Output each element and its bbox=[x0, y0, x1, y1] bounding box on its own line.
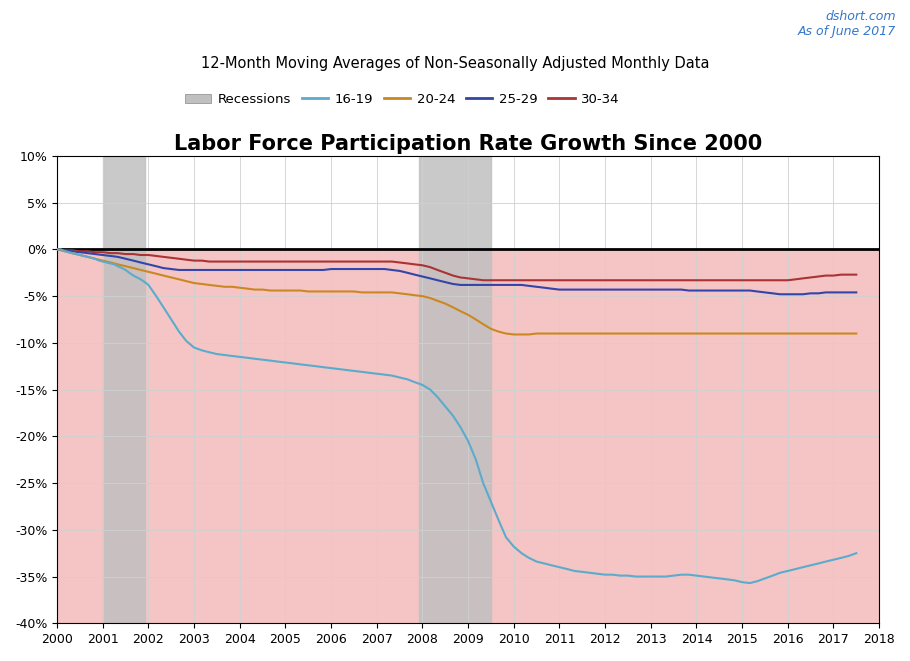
Title: Labor Force Participation Rate Growth Since 2000: Labor Force Participation Rate Growth Si… bbox=[174, 134, 763, 155]
Text: 12-Month Moving Averages of Non-Seasonally Adjusted Monthly Data: 12-Month Moving Averages of Non-Seasonal… bbox=[201, 56, 709, 71]
Text: As of June 2017: As of June 2017 bbox=[798, 25, 896, 38]
Legend: Recessions, 16-19, 20-24, 25-29, 30-34: Recessions, 16-19, 20-24, 25-29, 30-34 bbox=[180, 88, 625, 111]
Text: dshort.com: dshort.com bbox=[826, 10, 896, 23]
Bar bbox=[419, 156, 491, 623]
Bar bbox=[57, 249, 879, 623]
Bar bbox=[103, 156, 145, 623]
